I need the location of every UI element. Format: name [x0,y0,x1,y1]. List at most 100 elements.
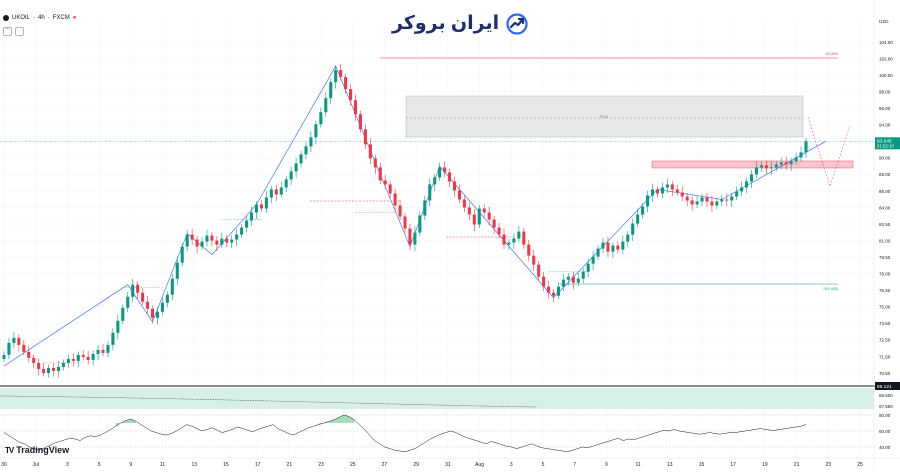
price-axis-tick: 72.50 [879,338,891,343]
candle-body [779,162,783,165]
candle-body [512,238,516,243]
fvg-label: FVG [600,114,608,119]
rsi-upper-dashed [0,395,538,408]
candle [245,215,249,233]
candle [517,225,521,243]
candle-body [289,171,293,180]
candle-body [452,181,457,191]
candle [304,141,308,159]
candle [423,195,427,221]
candle-body [349,89,353,101]
price-axis-tick: 79.50 [879,255,891,260]
candle [690,195,694,212]
time-axis-label: Jul [33,462,39,468]
price-axis-tick: 100.00 [879,73,893,78]
candle [190,228,194,246]
candle [764,160,768,174]
tradingview-icon: TV [5,445,14,455]
candle [507,239,511,251]
candle-body [121,307,125,321]
candle-body [750,174,754,182]
candle-body [32,357,36,363]
candle-body [720,199,724,202]
projection-path [807,117,851,188]
candle [586,258,590,278]
level-tag [875,382,900,390]
candle [294,157,298,178]
trend-arrow-icon [506,12,528,35]
candle [601,237,605,254]
candle-body [91,353,95,360]
candle-body [284,179,288,188]
candle [284,175,288,192]
candle [101,343,105,357]
candle-body [700,197,704,202]
candle [626,231,630,248]
candle [527,239,531,262]
candle [121,304,125,325]
candle [596,245,600,261]
candle [131,278,135,303]
candle [299,150,303,167]
price-axis-tick: 70.50 [879,371,891,376]
candle-body [398,205,402,217]
candle [750,169,754,188]
time-axis-label: 15 [223,462,229,468]
price-axis-tick: 96.00 [879,106,891,111]
candle [344,73,348,94]
candle-body [542,276,546,287]
candle-body [393,193,397,206]
header-separator: · [33,15,36,21]
candle [378,162,382,184]
candle-body [537,264,541,277]
candle-body [126,296,130,308]
candle-body [418,215,422,233]
rsi-overbought-fill [328,419,334,423]
rsi-overbought-fill [349,416,355,423]
support-label: 78.0 USD [823,287,839,291]
candle-body [383,180,387,185]
collapse-icon[interactable]: ^ [3,27,12,36]
candle-body [759,165,763,168]
time-axis-label: 5 [542,462,545,468]
price-axis-tick: 98.00 [879,89,891,94]
candle [492,216,496,235]
candle-body [586,263,590,272]
candle-body [596,248,600,257]
candle [631,218,635,242]
candle [393,188,397,213]
candle-body [547,286,551,293]
candle [611,242,615,259]
candle [591,250,595,271]
time-axis-label: 9 [129,462,132,468]
settings-icon[interactable]: · [15,27,24,36]
time-axis-label: 9 [605,462,608,468]
candle [502,228,506,250]
candle-body [527,244,531,256]
candle [358,110,362,133]
time-axis-label: 5 [98,462,101,468]
candle-body [789,161,793,165]
candle-body [670,184,674,190]
candle [32,354,36,369]
candle-body [76,354,80,361]
candle-body [690,200,694,205]
time-axis-label: Aug [475,462,484,468]
symbol-header[interactable]: UKOIL · 4h · FXCM ● [3,15,76,21]
candle-body [794,157,798,162]
candle-body [136,284,140,293]
candle [91,350,95,366]
candle [566,273,570,286]
price-axis-tick: 75.00 [879,305,891,310]
candle [27,345,31,363]
candle-body [477,208,481,225]
candle-body [715,201,719,206]
price-axis-tick: 102.00 [879,56,893,61]
candle [512,233,516,250]
candle-body [492,219,496,228]
candle [116,314,120,340]
candle-body [175,262,179,279]
candle-body [655,189,660,194]
candle [725,193,729,206]
